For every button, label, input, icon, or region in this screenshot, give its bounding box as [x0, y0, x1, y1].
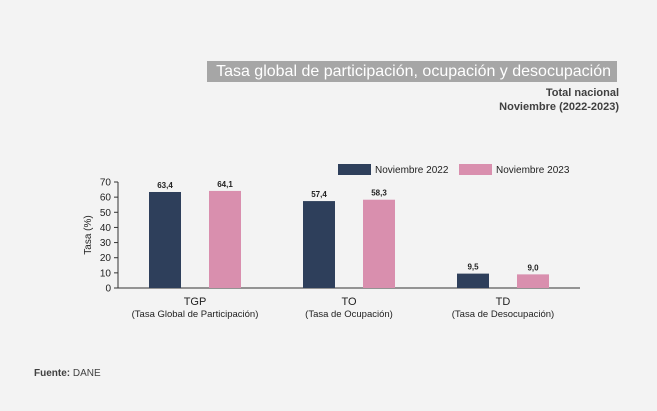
data-label: 9,5: [467, 263, 479, 272]
legend-label: Noviembre 2022: [375, 165, 449, 176]
y-tick-label: 30: [100, 238, 112, 249]
legend-label: Noviembre 2023: [496, 165, 570, 176]
bar-2023: [363, 199, 395, 288]
chart-title: Tasa global de participación, ocupación …: [207, 61, 617, 82]
x-category-sublabel: (Tasa Global de Participación): [132, 309, 259, 320]
chart-subtitle: Total nacional Noviembre (2022-2023): [499, 86, 619, 114]
x-category-label: TO: [341, 296, 357, 308]
legend-swatch: [459, 164, 492, 175]
data-label: 57,4: [311, 190, 327, 199]
data-label: 58,3: [371, 189, 387, 198]
subtitle-line-1: Total nacional: [545, 87, 619, 99]
y-tick-label: 50: [100, 208, 112, 219]
source-note: Fuente: DANE: [34, 368, 101, 379]
data-label: 63,4: [157, 181, 173, 190]
x-category-label: TD: [496, 296, 511, 308]
bar-2023: [517, 274, 549, 288]
bar-2022: [303, 201, 335, 288]
x-category-label: TGP: [184, 296, 207, 308]
y-tick-label: 70: [100, 178, 112, 189]
y-axis-label: Tasa (%): [83, 215, 94, 254]
x-category-sublabel: (Tasa de Ocupación): [305, 309, 393, 320]
data-label: 64,1: [217, 180, 233, 189]
bar-2022: [149, 191, 181, 288]
y-tick-label: 40: [100, 223, 112, 234]
legend-swatch: [338, 164, 371, 175]
source-label: Fuente:: [34, 368, 71, 379]
y-tick-label: 0: [105, 284, 111, 295]
x-category-sublabel: (Tasa de Desocupación): [452, 309, 554, 320]
y-tick-label: 60: [100, 193, 112, 204]
y-tick-label: 20: [100, 253, 112, 264]
data-label: 9,0: [527, 263, 539, 272]
source-value: DANE: [72, 368, 101, 379]
subtitle-line-2: Noviembre (2022-2023): [499, 101, 619, 113]
bar-2022: [457, 273, 489, 288]
y-tick-label: 10: [100, 268, 112, 279]
bar-2023: [209, 190, 241, 288]
